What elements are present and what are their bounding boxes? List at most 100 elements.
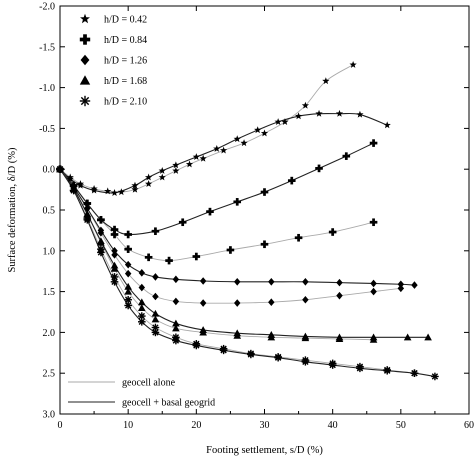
data-point-triangle xyxy=(301,332,310,340)
data-point-star xyxy=(294,112,303,120)
data-point-asterisk xyxy=(410,369,419,377)
data-point-diamond xyxy=(124,269,132,278)
data-point-star xyxy=(260,129,269,137)
y-tick-label: 3.0 xyxy=(43,410,56,421)
data-point-plus xyxy=(294,233,303,242)
data-point-plus xyxy=(260,188,269,196)
legend-label: h/D = 0.42 xyxy=(104,15,147,26)
y-axis-title: Surface deformation, δ/D (%) xyxy=(7,147,18,273)
data-point-diamond xyxy=(268,278,275,286)
data-point-plus xyxy=(83,199,92,208)
line-legend: geocell alone geocell + basal geogrid xyxy=(68,378,215,409)
data-point-asterisk xyxy=(431,372,439,381)
data-point-plus xyxy=(151,227,160,236)
data-point-star xyxy=(301,101,310,109)
data-point-triangle xyxy=(151,309,160,317)
data-point-diamond xyxy=(172,297,180,306)
data-point-star xyxy=(185,160,194,168)
data-point-star xyxy=(199,154,207,162)
series-line-diamond-geocell-alone xyxy=(59,168,401,304)
data-point-plus xyxy=(110,230,119,239)
y-tick-label: 2.0 xyxy=(43,328,56,339)
data-point-asterisk xyxy=(219,346,228,355)
data-point-plus xyxy=(206,207,214,216)
legend-marker-plus xyxy=(79,34,91,45)
x-tick-label: 10 xyxy=(123,420,133,431)
data-point-asterisk xyxy=(138,317,146,326)
data-point-star xyxy=(281,118,289,125)
data-point-star xyxy=(76,181,85,189)
data-point-triangle xyxy=(172,319,180,327)
y-tick-label: 1.0 xyxy=(43,246,56,257)
data-point-diamond xyxy=(336,291,343,300)
data-point-triangle xyxy=(424,333,432,341)
data-point-triangle xyxy=(124,282,132,290)
data-point-star xyxy=(117,188,125,196)
data-point-asterisk xyxy=(192,341,201,350)
x-tick-label: 20 xyxy=(191,420,201,431)
data-point-diamond xyxy=(138,269,146,277)
y-tick-label: 0.0 xyxy=(43,165,56,176)
data-point-star xyxy=(383,121,391,129)
data-point-star xyxy=(219,146,228,154)
data-point-star xyxy=(240,139,248,147)
data-point-plus xyxy=(233,198,242,206)
data-point-diamond xyxy=(370,287,377,296)
data-point-triangle xyxy=(110,261,119,269)
data-point-star xyxy=(145,180,153,187)
data-point-triangle xyxy=(233,329,242,337)
data-point-asterisk xyxy=(328,361,337,369)
data-point-diamond xyxy=(152,292,159,301)
data-point-triangle xyxy=(369,333,378,341)
data-point-diamond xyxy=(124,260,132,269)
x-tick-label: 30 xyxy=(260,420,270,431)
x-tick-label: 60 xyxy=(464,420,474,431)
data-point-diamond xyxy=(268,298,275,307)
data-point-star xyxy=(335,109,344,117)
data-point-diamond xyxy=(199,299,207,307)
data-point-star xyxy=(349,60,357,68)
data-point-star xyxy=(110,189,119,196)
data-point-triangle xyxy=(151,315,160,323)
data-point-star xyxy=(315,109,323,117)
data-point-plus xyxy=(97,215,105,224)
data-point-asterisk xyxy=(97,248,105,257)
data-point-triangle xyxy=(267,331,276,338)
data-point-asterisk xyxy=(274,353,282,362)
data-point-asterisk xyxy=(383,366,391,375)
data-point-diamond xyxy=(302,278,309,286)
x-tick-label: 0 xyxy=(58,420,63,431)
data-point-diamond xyxy=(111,251,118,259)
data-point-diamond xyxy=(370,279,377,288)
data-point-plus xyxy=(110,225,119,234)
data-point-star xyxy=(172,167,180,174)
data-point-star xyxy=(322,77,330,85)
legend-line-label: geocell alone xyxy=(122,378,176,389)
data-point-plus xyxy=(369,218,378,227)
data-point-star xyxy=(233,135,241,143)
data-point-diamond xyxy=(199,277,207,285)
data-point-plus xyxy=(192,252,201,261)
data-point-star xyxy=(158,167,166,174)
data-point-plus xyxy=(260,240,269,249)
data-point-star xyxy=(145,173,153,181)
data-point-plus xyxy=(369,139,378,147)
legend-marker-asterisk xyxy=(79,95,91,107)
x-tick-label: 40 xyxy=(328,420,338,431)
y-tick-label: 1.5 xyxy=(43,287,56,298)
data-point-triangle xyxy=(124,287,132,295)
data-point-diamond xyxy=(336,278,343,287)
data-point-asterisk xyxy=(69,186,78,195)
data-point-asterisk xyxy=(83,215,92,224)
legend-label: h/D = 1.26 xyxy=(104,56,147,67)
data-point-plus xyxy=(226,246,235,254)
data-point-triangle xyxy=(403,333,412,341)
y-tick-label: -0.5 xyxy=(39,124,55,135)
data-point-diamond xyxy=(397,280,405,289)
legend-marker-star xyxy=(80,13,90,24)
data-point-plus xyxy=(124,245,132,253)
data-point-triangle xyxy=(335,333,344,341)
data-point-asterisk xyxy=(151,328,160,337)
